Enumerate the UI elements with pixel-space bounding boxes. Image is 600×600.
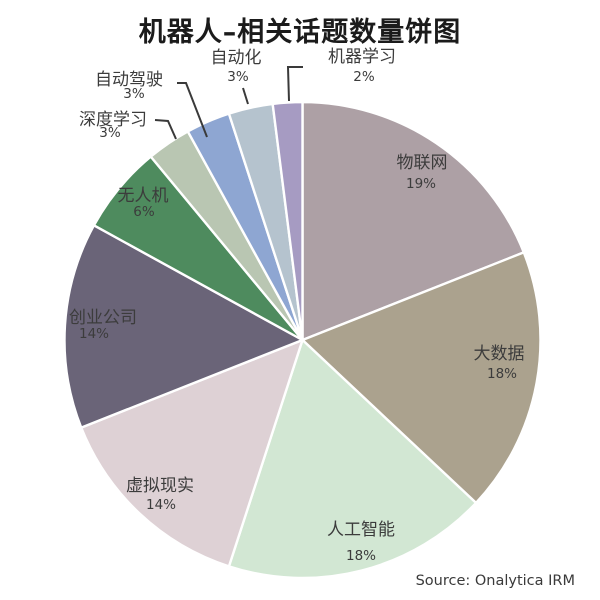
slice-pct-人工智能: 18% [346, 548, 376, 564]
leader-line-深度学习 [154, 119, 177, 140]
slice-pct-创业公司: 14% [79, 326, 109, 342]
slice-label-创业公司: 创业公司 [69, 308, 137, 328]
pie-slice-创业公司 [63, 224, 304, 429]
slice-label-无人机: 无人机 [118, 186, 169, 206]
slice-label-虚拟现实: 虚拟现实 [126, 476, 194, 496]
slice-label-大数据: 大数据 [474, 344, 525, 364]
leader-line-自动化 [242, 87, 249, 105]
slice-pct-机器学习: 2% [353, 69, 375, 85]
slice-label-物联网: 物联网 [397, 153, 448, 173]
leader-line-自动驾驶 [177, 82, 208, 138]
pie-slice-虚拟现实 [80, 338, 304, 568]
pie-slice-机器学习 [271, 100, 304, 342]
slice-label-深度学习: 深度学习 [79, 110, 147, 130]
leader-line-机器学习 [286, 66, 303, 102]
slice-pct-深度学习: 3% [99, 125, 121, 141]
pie-slice-人工智能 [227, 338, 478, 580]
slice-label-自动驾驶: 自动驾驶 [95, 70, 163, 90]
slice-pct-虚拟现实: 14% [146, 497, 176, 513]
slice-label-自动化: 自动化 [211, 48, 262, 68]
slice-label-机器学习: 机器学习 [328, 47, 396, 67]
pie-slice-大数据 [301, 251, 542, 505]
chart-title: 机器人–相关话题数量饼图 [138, 17, 462, 48]
slice-pct-物联网: 19% [406, 176, 436, 192]
slice-label-人工智能: 人工智能 [327, 520, 395, 540]
slice-pct-大数据: 18% [487, 366, 517, 382]
source-attribution: Source: Onalytica IRM [415, 573, 575, 589]
pie-slice-物联网 [301, 100, 525, 342]
slice-pct-无人机: 6% [133, 204, 155, 220]
slice-pct-自动化: 3% [227, 69, 249, 85]
slice-pct-自动驾驶: 3% [123, 86, 145, 102]
